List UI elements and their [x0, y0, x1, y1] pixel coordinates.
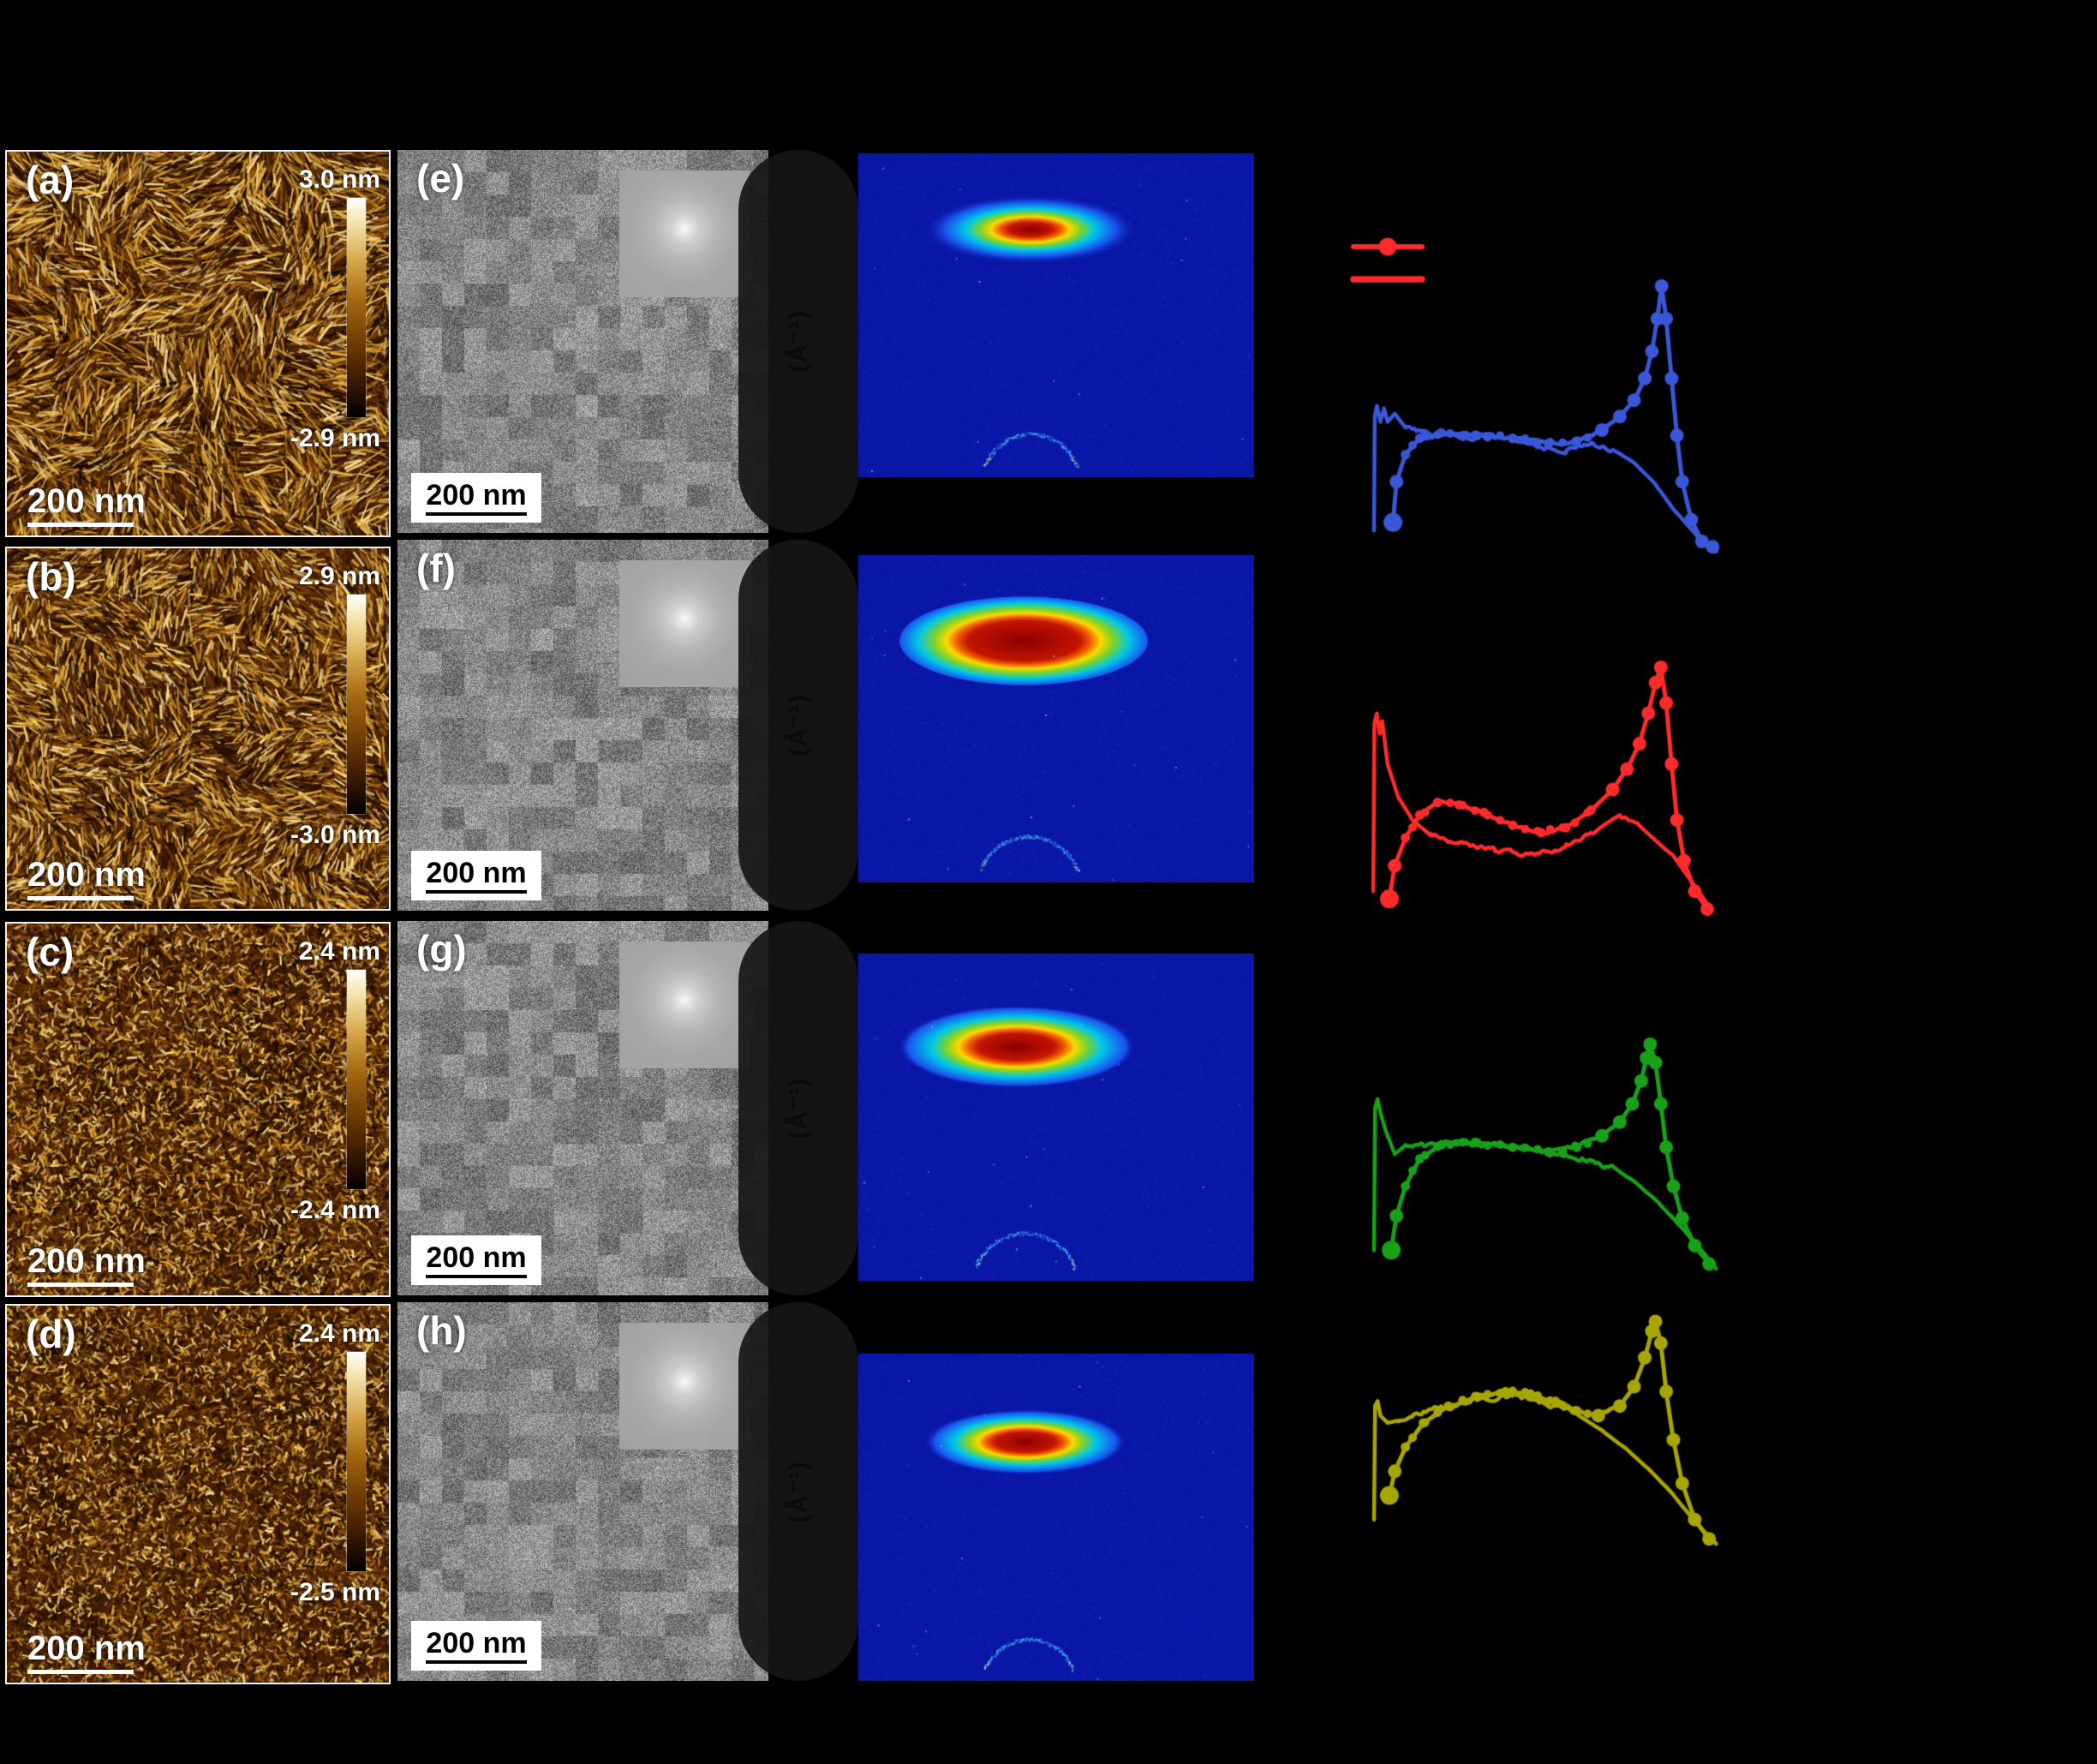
scalebar-line [27, 1670, 134, 1674]
giwaxs-pattern-row4 [858, 1354, 1254, 1681]
scalebar: 200 nm [27, 1631, 146, 1674]
afm-image-d [7, 1306, 389, 1683]
tem-panel-e: (e) 200 nm [397, 150, 768, 533]
qz-axis-band-row3: (Å⁻¹) [738, 921, 858, 1295]
tem-panel-g: (g) 200 nm [397, 921, 768, 1295]
panel-label-f: (f) [416, 546, 456, 590]
scalebar: 200 nm [27, 484, 146, 527]
giwaxs-pattern-row3 [858, 954, 1254, 1281]
height-colorbar [347, 970, 366, 1189]
scalebar-line [426, 889, 527, 894]
colorbar-max-label: 3.0 nm [298, 165, 380, 194]
fft-inset [619, 560, 750, 687]
scalebar-line [27, 1283, 134, 1287]
afm-panel-b: (b) 2.9 nm -3.0 nm 200 nm [5, 547, 391, 911]
profile-plot-row3 [1362, 1037, 1735, 1281]
giwaxs-panel-row1 [858, 153, 1254, 477]
afm-image-b [7, 548, 389, 909]
scalebar-line [27, 523, 134, 527]
scalebar-label: 200 nm [426, 856, 527, 889]
colorbar-min-label: -2.4 nm [290, 1196, 380, 1224]
fft-inset [619, 170, 750, 297]
height-colorbar [347, 1352, 366, 1571]
giwaxs-panel-row4 [858, 1354, 1254, 1681]
qz-axis-label: (Å⁻¹) [784, 1460, 813, 1523]
colorbar-max-label: 2.4 nm [298, 937, 380, 966]
scalebar-line [426, 511, 527, 516]
profile-plot-row2 [1362, 660, 1735, 930]
qz-axis-label: (Å⁻¹) [784, 310, 813, 373]
height-colorbar [347, 595, 366, 814]
scalebar-label: 200 nm [27, 856, 146, 894]
giwaxs-pattern-row1 [858, 153, 1254, 477]
scalebar-label: 200 nm [426, 1626, 527, 1659]
scalebar-line [426, 1274, 527, 1278]
qz-axis-band-row2: (Å⁻¹) [738, 540, 858, 911]
scalebar-box: 200 nm [411, 851, 541, 900]
afm-image-c [7, 924, 389, 1295]
profile-plot-row4 [1362, 1307, 1735, 1564]
colorbar-min-label: -2.9 nm [290, 424, 380, 452]
colorbar-min-label: -3.0 nm [290, 821, 380, 849]
scalebar-box: 200 nm [411, 473, 541, 523]
qz-axis-label: (Å⁻¹) [784, 694, 813, 756]
qz-axis-label: (Å⁻¹) [784, 1077, 813, 1139]
scalebar: 200 nm [27, 1244, 146, 1287]
afm-image-a [7, 152, 389, 535]
panel-label-b: (b) [26, 554, 76, 599]
fft-inset [619, 1323, 750, 1450]
scalebar: 200 nm [27, 858, 146, 900]
afm-panel-c: (c) 2.4 nm -2.4 nm 200 nm [5, 922, 391, 1297]
fft-inset [619, 942, 750, 1068]
qz-axis-band-row4: (Å⁻¹) [738, 1302, 858, 1681]
profile-plot-row1 [1362, 278, 1735, 565]
scalebar-label: 200 nm [27, 482, 146, 520]
panel-label-e: (e) [416, 156, 465, 200]
giwaxs-pattern-row2 [858, 555, 1254, 882]
giwaxs-panel-row3 [858, 954, 1254, 1281]
panel-label-h: (h) [416, 1308, 467, 1353]
scalebar-label: 200 nm [426, 478, 527, 511]
giwaxs-panel-row2 [858, 555, 1254, 882]
tem-panel-f: (f) 200 nm [397, 540, 768, 911]
scalebar-line [426, 1659, 527, 1664]
tem-panel-h: (h) 200 nm [397, 1302, 768, 1681]
scalebar-box: 200 nm [411, 1235, 541, 1285]
height-colorbar [347, 198, 366, 417]
panel-label-c: (c) [26, 930, 75, 974]
panel-label-a: (a) [26, 158, 75, 202]
colorbar-max-label: 2.9 nm [298, 562, 380, 590]
scalebar-line [27, 896, 134, 900]
scalebar-label: 200 nm [27, 1629, 146, 1667]
scalebar-box: 200 nm [411, 1621, 541, 1671]
qz-axis-band-row1: (Å⁻¹) [738, 150, 858, 533]
scalebar-label: 200 nm [27, 1242, 146, 1280]
afm-panel-a: (a) 3.0 nm -2.9 nm 200 nm [5, 150, 391, 537]
colorbar-max-label: 2.4 nm [298, 1319, 380, 1348]
scalebar-label: 200 nm [426, 1241, 527, 1274]
afm-panel-d: (d) 2.4 nm -2.5 nm 200 nm [5, 1304, 391, 1684]
colorbar-min-label: -2.5 nm [290, 1578, 380, 1606]
panel-label-g: (g) [416, 927, 467, 972]
panel-label-d: (d) [26, 1312, 76, 1356]
